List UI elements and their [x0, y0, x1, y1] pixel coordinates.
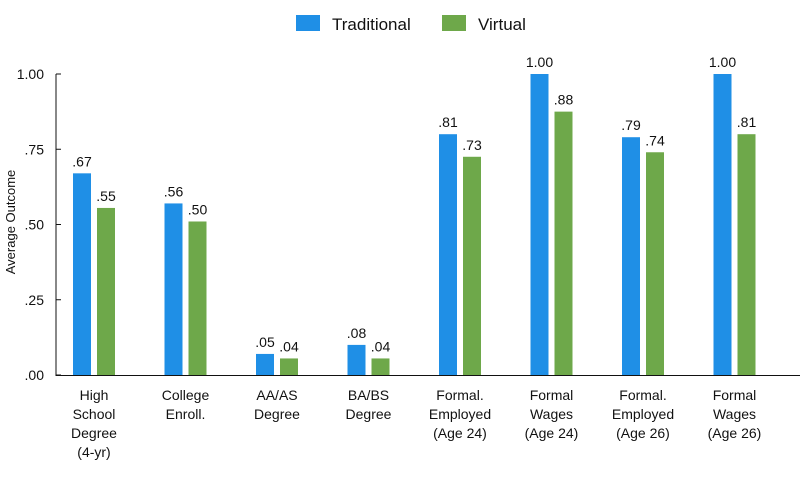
bar-virtual	[97, 207, 115, 375]
bar-traditional	[73, 173, 91, 375]
bar-traditional	[530, 74, 549, 375]
y-tick-label: .50	[25, 217, 45, 233]
y-axis-label: Average Outcome	[3, 170, 18, 275]
bar-traditional	[164, 203, 183, 375]
bar-virtual	[371, 358, 390, 375]
category-label: BA/BS Degree	[346, 387, 392, 422]
legend: Traditional Virtual	[296, 15, 526, 34]
data-label-virtual: .88	[554, 92, 574, 108]
category-label: Formal. Employed (Age 26)	[612, 387, 674, 441]
y-ticks: .00 .25 .50 .75 1.00	[17, 66, 61, 383]
data-label-traditional: .08	[347, 325, 367, 341]
data-label-traditional: .56	[164, 183, 184, 199]
bar-virtual	[646, 152, 664, 375]
data-label-virtual: .81	[737, 114, 757, 130]
data-label-virtual: .50	[188, 201, 208, 217]
bar-traditional	[347, 344, 366, 375]
data-label-virtual: .04	[371, 338, 391, 354]
legend-label-traditional: Traditional	[332, 15, 411, 34]
y-tick-label: 1.00	[17, 66, 44, 82]
data-label-virtual: .55	[96, 188, 116, 204]
bar-traditional	[256, 353, 274, 375]
y-tick-label: .00	[25, 367, 45, 383]
data-label-traditional: 1.00	[526, 54, 553, 70]
bar-virtual	[737, 134, 756, 375]
category-label: Formal Wages (Age 26)	[708, 387, 762, 441]
data-label-traditional: .79	[621, 117, 641, 133]
bar-virtual	[188, 221, 207, 375]
category-label: High School Degree (4-yr)	[71, 387, 117, 460]
data-label-traditional: .81	[438, 114, 458, 130]
bar-traditional	[439, 134, 457, 375]
legend-swatch-traditional	[296, 15, 320, 31]
data-label-traditional: .05	[255, 334, 275, 350]
data-labels: .67.55.56.50.05.04.08.04.81.731.00.88.79…	[72, 54, 756, 354]
category-label: AA/AS Degree	[254, 387, 300, 422]
category-label: Formal Wages (Age 24)	[525, 387, 579, 441]
data-label-traditional: .67	[72, 153, 92, 169]
data-label-virtual: .04	[279, 338, 299, 354]
bar-virtual	[463, 156, 481, 375]
data-label-virtual: .73	[462, 137, 482, 153]
category-label: College Enroll.	[162, 387, 210, 422]
bar-traditional	[622, 137, 640, 375]
bar-virtual	[280, 358, 298, 375]
bar-virtual	[554, 111, 573, 375]
bars	[73, 74, 756, 375]
y-tick-label: .75	[25, 141, 45, 157]
data-label-traditional: 1.00	[709, 54, 736, 70]
category-labels: High School Degree (4-yr) College Enroll. AA/A…	[71, 387, 761, 460]
data-label-virtual: .74	[645, 132, 665, 148]
legend-swatch-virtual	[442, 15, 466, 31]
bar-traditional	[713, 74, 732, 375]
category-label: Formal. Employed (Age 24)	[429, 387, 491, 441]
legend-label-virtual: Virtual	[478, 15, 526, 34]
y-tick-label: .25	[25, 292, 45, 308]
